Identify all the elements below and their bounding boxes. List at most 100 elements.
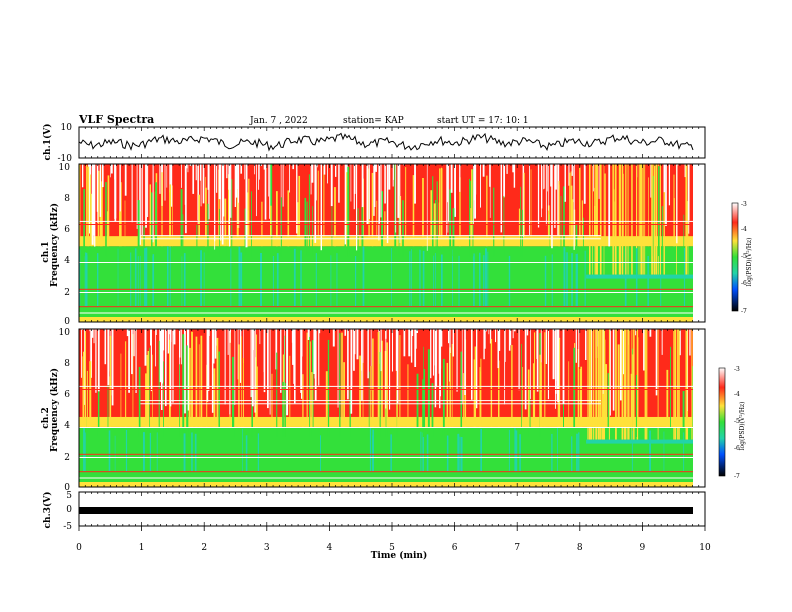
spec-streak xyxy=(317,170,319,247)
ch1-ytick-2: 2 xyxy=(64,288,70,298)
ch2-cb-tick-7: -7 xyxy=(734,473,740,480)
spec-streak xyxy=(386,342,388,427)
spec-streak xyxy=(639,164,642,247)
spec-streak xyxy=(292,164,294,170)
spec-streak xyxy=(258,164,260,190)
spec-streak xyxy=(138,367,141,437)
spec-streak xyxy=(309,336,311,437)
spec-streak xyxy=(311,164,314,183)
spec-streak xyxy=(222,164,225,217)
spec-streak xyxy=(169,246,171,307)
spec-streak xyxy=(152,354,153,427)
spec-streak xyxy=(377,332,380,427)
spec-streak xyxy=(359,355,361,427)
spec-streak xyxy=(128,329,130,393)
spec-streak xyxy=(439,168,441,247)
spec-streak xyxy=(504,329,506,362)
spec-streak xyxy=(99,164,102,217)
spec-streak xyxy=(159,164,161,194)
spec-streak xyxy=(632,354,635,427)
spec-streak xyxy=(363,178,364,247)
spec-streak xyxy=(362,329,364,363)
spec-streak xyxy=(256,366,258,427)
spec-hline xyxy=(79,288,693,290)
spec-streak xyxy=(159,329,162,383)
spec-streak xyxy=(253,329,254,351)
spec-streak xyxy=(280,197,282,257)
spec-streak xyxy=(216,337,219,427)
ch2-spectrogram-ylabel: Frequency (kHz) xyxy=(49,368,60,452)
spec-streak xyxy=(556,329,559,402)
spec-streak xyxy=(300,329,302,393)
spec-streak xyxy=(93,329,95,344)
spec-streak xyxy=(595,164,598,275)
spec-streak xyxy=(475,164,477,195)
spec-streak xyxy=(457,436,459,472)
spec-hline xyxy=(79,457,693,458)
spec-streak xyxy=(403,164,405,166)
spec-streak xyxy=(623,173,624,247)
ch1-cb-tick-4: -4 xyxy=(741,226,747,233)
spec-streak xyxy=(269,329,271,415)
spec-streak xyxy=(599,164,602,275)
spec-streak xyxy=(332,329,335,347)
ch3-ytick-0: 0 xyxy=(66,505,72,515)
spec-streak xyxy=(353,164,356,194)
spec-streak xyxy=(344,329,346,336)
spec-streak xyxy=(447,164,449,233)
spec-streak xyxy=(458,255,460,307)
spec-streak xyxy=(276,352,278,437)
spec-streak xyxy=(490,339,493,427)
spec-streak xyxy=(218,164,221,200)
spec-streak xyxy=(296,164,298,234)
spec-streak xyxy=(615,164,617,275)
spec-streak xyxy=(195,164,197,181)
spec-streak xyxy=(134,248,137,307)
spec-streak xyxy=(440,329,443,347)
spec-streak xyxy=(513,329,516,332)
spec-streak xyxy=(666,369,669,427)
spec-streak xyxy=(248,178,250,247)
spec-streak xyxy=(294,329,296,404)
spec-streak xyxy=(518,329,520,391)
spec-streak xyxy=(582,217,584,257)
spec-streak xyxy=(139,255,141,307)
ch3-waveform-ylabel: ch.3(V) xyxy=(42,492,53,529)
spec-streak xyxy=(385,329,387,409)
spec-streak xyxy=(551,164,553,249)
spec-streak xyxy=(420,431,422,472)
xtick-label-3: 3 xyxy=(264,543,270,553)
spec-streak xyxy=(449,329,450,382)
spec-streak xyxy=(379,352,381,437)
spec-streak xyxy=(653,164,655,275)
spec-streak xyxy=(615,329,617,440)
spec-streak xyxy=(166,164,168,188)
spec-streak xyxy=(169,164,171,193)
spec-streak xyxy=(220,164,222,241)
spec-streak xyxy=(207,203,209,257)
spec-streak xyxy=(608,164,611,247)
ch2-ytick-6: 6 xyxy=(64,390,70,400)
spec-streak xyxy=(446,362,449,427)
spec-streak xyxy=(368,164,370,219)
spec-streak xyxy=(489,164,491,187)
spec-streak xyxy=(519,434,521,472)
spec-streak xyxy=(399,335,401,427)
spec-streak xyxy=(426,164,428,251)
spec-streak xyxy=(84,331,87,427)
spec-streak xyxy=(200,164,202,207)
spec-streak xyxy=(410,329,413,363)
spec-streak xyxy=(649,430,651,472)
spec-streak xyxy=(384,164,386,204)
spec-streak xyxy=(282,164,284,207)
spec-streak xyxy=(79,164,81,247)
spec-streak xyxy=(430,190,433,247)
spec-streak xyxy=(623,329,624,375)
spec-streak xyxy=(336,253,338,307)
spec-streak xyxy=(659,164,661,275)
spec-streak xyxy=(540,329,542,392)
spec-streak xyxy=(404,329,405,335)
spec-streak xyxy=(557,164,560,236)
spec-streak xyxy=(592,164,593,275)
